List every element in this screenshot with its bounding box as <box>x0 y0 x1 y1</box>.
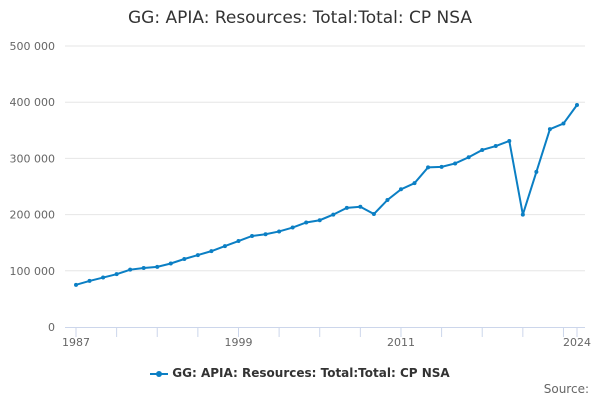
data-point <box>466 155 471 160</box>
x-tick-label: 1987 <box>62 336 90 349</box>
data-point <box>304 220 309 225</box>
legend-swatch <box>150 370 169 377</box>
data-point <box>480 147 485 152</box>
data-point <box>250 233 255 238</box>
data-point <box>277 229 282 234</box>
data-point <box>317 218 322 223</box>
data-point <box>141 265 146 270</box>
series-line <box>75 104 578 286</box>
legend-label: GG: APIA: Resources: Total:Total: CP NSA <box>172 366 450 380</box>
data-point <box>209 249 214 254</box>
data-point <box>561 121 566 126</box>
data-point <box>344 205 349 210</box>
data-point <box>128 267 133 272</box>
data-point <box>398 187 403 192</box>
data-point <box>520 212 525 217</box>
data-point <box>575 103 579 108</box>
data-point <box>453 161 458 166</box>
x-tick-label: 2011 <box>387 336 415 349</box>
data-point <box>371 212 376 217</box>
data-point <box>155 264 160 269</box>
x-tick-label: 2024 <box>563 336 591 349</box>
y-tick-label: 400 000 <box>10 96 56 109</box>
data-point <box>182 256 187 261</box>
y-tick-label: 0 <box>48 321 55 334</box>
chart-title: GG: APIA: Resources: Total:Total: CP NSA <box>127 8 473 28</box>
y-tick-label: 300 000 <box>10 152 56 165</box>
source-label: Source: <box>543 382 589 396</box>
y-tick-label: 500 000 <box>10 40 56 53</box>
data-point <box>358 204 363 209</box>
data-point <box>74 282 78 287</box>
data-point <box>222 244 227 249</box>
y-tick-label: 100 000 <box>10 265 56 278</box>
data-point <box>331 212 336 217</box>
data-point <box>195 253 200 258</box>
y-tick-label: 200 000 <box>10 209 56 222</box>
data-point <box>426 165 431 170</box>
data-point <box>290 225 295 230</box>
data-point <box>412 181 417 186</box>
data-point <box>87 278 92 283</box>
data-point <box>493 144 498 149</box>
data-point <box>507 138 512 143</box>
data-point <box>101 275 106 280</box>
x-tick-label: 1999 <box>224 336 252 349</box>
data-point <box>439 164 444 169</box>
legend-item[interactable]: GG: APIA: Resources: Total:Total: CP NSA <box>0 366 600 380</box>
data-point <box>547 127 552 132</box>
data-point <box>114 272 119 277</box>
data-point <box>385 197 390 202</box>
data-point <box>168 261 173 266</box>
data-point <box>534 169 539 174</box>
data-point <box>263 232 268 237</box>
data-point <box>236 239 241 244</box>
